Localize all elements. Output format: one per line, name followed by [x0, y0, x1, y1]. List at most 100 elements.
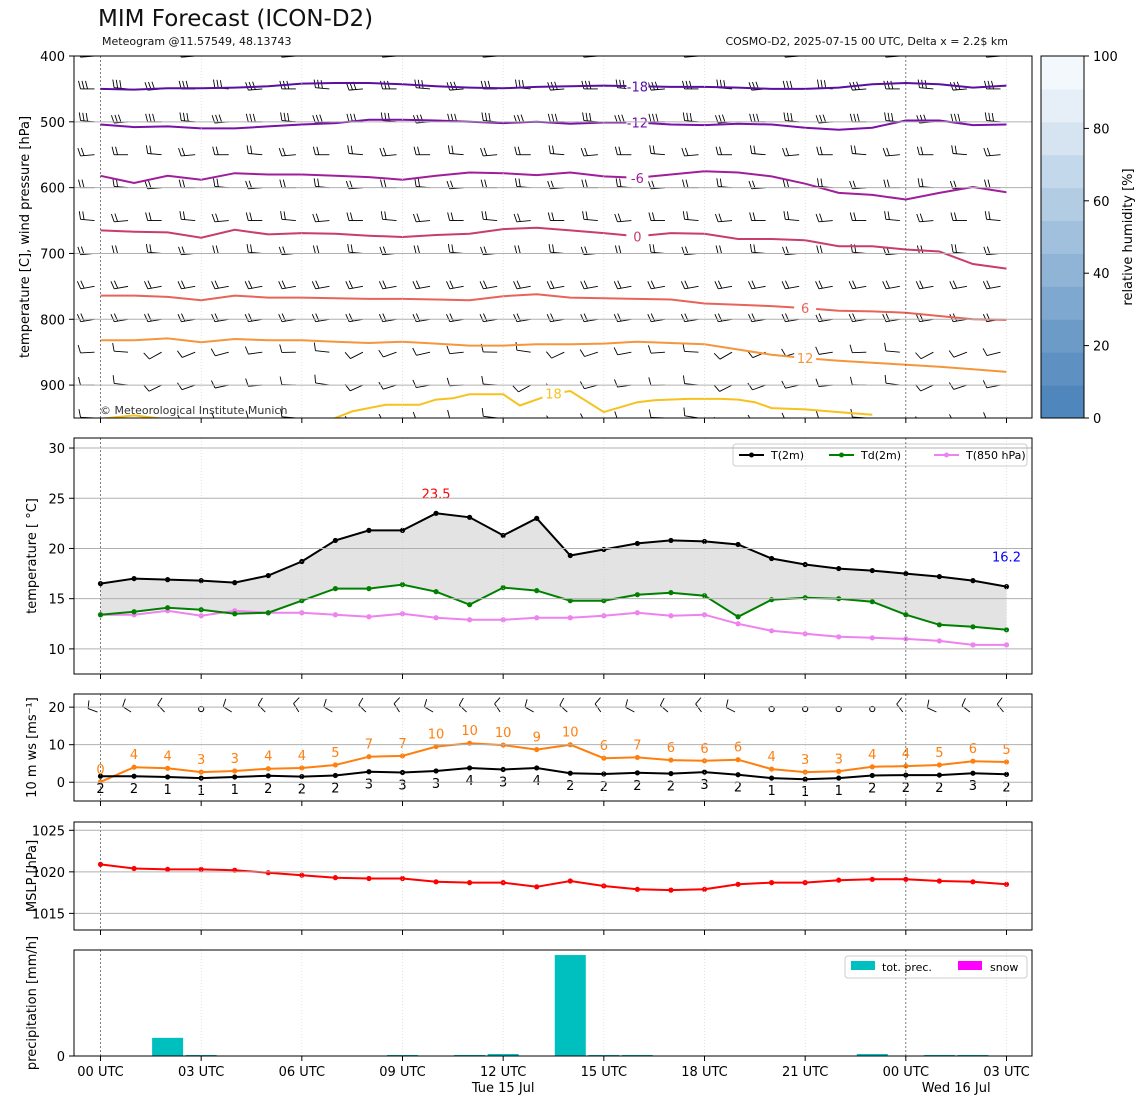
wind-barb-feather	[552, 145, 555, 154]
wind-barb-feather	[278, 313, 283, 322]
wind-barb-feather	[925, 56, 927, 57]
wind-barb-feather	[920, 146, 924, 155]
isotherm-label-bg	[626, 77, 649, 94]
wind-barb-feather	[950, 113, 954, 122]
isotherm-label: -12	[627, 116, 648, 131]
wind-barb-feather	[884, 211, 887, 220]
surface-wind-barb	[293, 703, 300, 713]
wind-barb-feather	[986, 280, 991, 289]
series-point	[433, 589, 439, 595]
wind-barb-feather	[750, 47, 751, 55]
series-point	[500, 532, 506, 539]
wind-barb-feather	[818, 56, 819, 57]
wind-barb-feather	[789, 80, 793, 90]
wind-barb-feather	[112, 178, 115, 187]
wind-barb	[920, 351, 934, 360]
series-point	[534, 588, 540, 594]
wind-barb-feather	[782, 148, 786, 157]
wind-barb	[764, 417, 766, 418]
wind-barb-feather	[546, 415, 549, 418]
wind-barb-feather	[215, 146, 219, 155]
surface-wind-barb	[458, 704, 467, 713]
wind-barb	[449, 285, 464, 290]
colorbar-band	[1041, 352, 1084, 386]
series-point	[265, 610, 271, 616]
wind-barb-feather	[785, 147, 790, 156]
wind-barb	[281, 285, 296, 290]
surface-wind-barb	[625, 706, 635, 713]
wind-barb-feather	[315, 280, 320, 289]
wind-barb-feather	[584, 179, 588, 188]
isotherm-label-bg	[794, 299, 817, 316]
series-point	[467, 602, 473, 608]
wind-barb-feather	[181, 280, 186, 289]
wind-barb-feather	[249, 113, 253, 122]
speed-point	[131, 773, 137, 779]
wind-barb-feather	[218, 114, 223, 123]
gust-value-label: 9	[533, 731, 541, 746]
wind-barb-feather	[450, 212, 454, 221]
wind-barb-feather	[378, 349, 384, 358]
precip-legend: tot. prec. snow	[844, 955, 1028, 979]
wind-barb-feather	[786, 211, 790, 220]
wind-barb-feather	[992, 56, 994, 57]
wind-barb-feather	[815, 410, 819, 418]
wind-barb-feather	[82, 211, 85, 220]
humidity-colorbar: 0 20 40 60 80 100 relative humidity [%]	[1040, 50, 1136, 427]
y-tick-label: 800	[40, 313, 65, 328]
surface-wind-barb-feather	[625, 699, 628, 708]
wind-barb-feather	[512, 385, 519, 393]
wind-barb	[684, 154, 699, 157]
wind-barb-feather	[355, 47, 356, 55]
gust-value-label: 3	[835, 752, 843, 767]
wind-barb-feather	[380, 80, 383, 90]
wind-barb	[986, 351, 1001, 357]
wind-barb-feather	[516, 56, 517, 57]
wind-barb-feather	[781, 313, 786, 322]
wind-barb-feather	[984, 211, 987, 220]
y-tick-label: 0	[57, 1050, 65, 1065]
surface-wind-barb-feather	[423, 698, 428, 708]
wind-barb-feather	[312, 146, 316, 155]
wind-barb	[483, 218, 498, 221]
wind-barb-feather	[581, 179, 585, 188]
colorbar-frame	[1040, 55, 1085, 419]
wind-barb	[650, 351, 665, 354]
series-point	[399, 527, 406, 533]
wind-barb-feather	[714, 281, 719, 289]
wind-barb-feather	[891, 112, 894, 122]
wind-barb-feather	[213, 79, 216, 88]
speed-point	[265, 773, 271, 779]
wind-barb-feather	[345, 281, 350, 289]
speed-point	[534, 765, 540, 771]
wind-barb-feather	[817, 79, 820, 88]
wind-barb-feather	[383, 80, 387, 90]
mslp-point	[198, 866, 204, 872]
wind-barb-feather	[954, 145, 957, 154]
mslp-point	[433, 879, 439, 885]
wind-barb-feather	[753, 145, 756, 154]
wind-barb-feather	[917, 178, 920, 187]
wind-barb-feather	[613, 347, 619, 356]
wind-barb-feather	[982, 281, 988, 289]
y-tick-label: 1025	[32, 824, 65, 839]
wind-barb	[516, 220, 531, 223]
wind-barb-feather	[618, 146, 622, 155]
wind-barb	[315, 285, 330, 290]
wind-barb-feather	[449, 313, 454, 322]
series-point	[836, 565, 842, 572]
wind-barb	[181, 285, 196, 290]
wind-barb-feather	[211, 281, 216, 289]
gust-point	[869, 764, 875, 770]
upper-air-axes: 400 500 600 700 800 900 temperature [C], wind …	[18, 50, 1033, 423]
precip-bar	[957, 1054, 989, 1056]
gust-value-label: 6	[969, 742, 977, 757]
wind-barb-feather	[317, 178, 320, 187]
surface-wind-barb-feather	[524, 699, 528, 708]
series-point	[567, 598, 573, 604]
wind-barb-feather	[715, 146, 719, 155]
wind-barb-feather	[682, 112, 685, 121]
wind-barb-feather	[988, 211, 991, 220]
location-subtitle: Meteogram @11.57549, 48.13743	[102, 35, 292, 48]
wind-barb-feather	[714, 313, 719, 322]
